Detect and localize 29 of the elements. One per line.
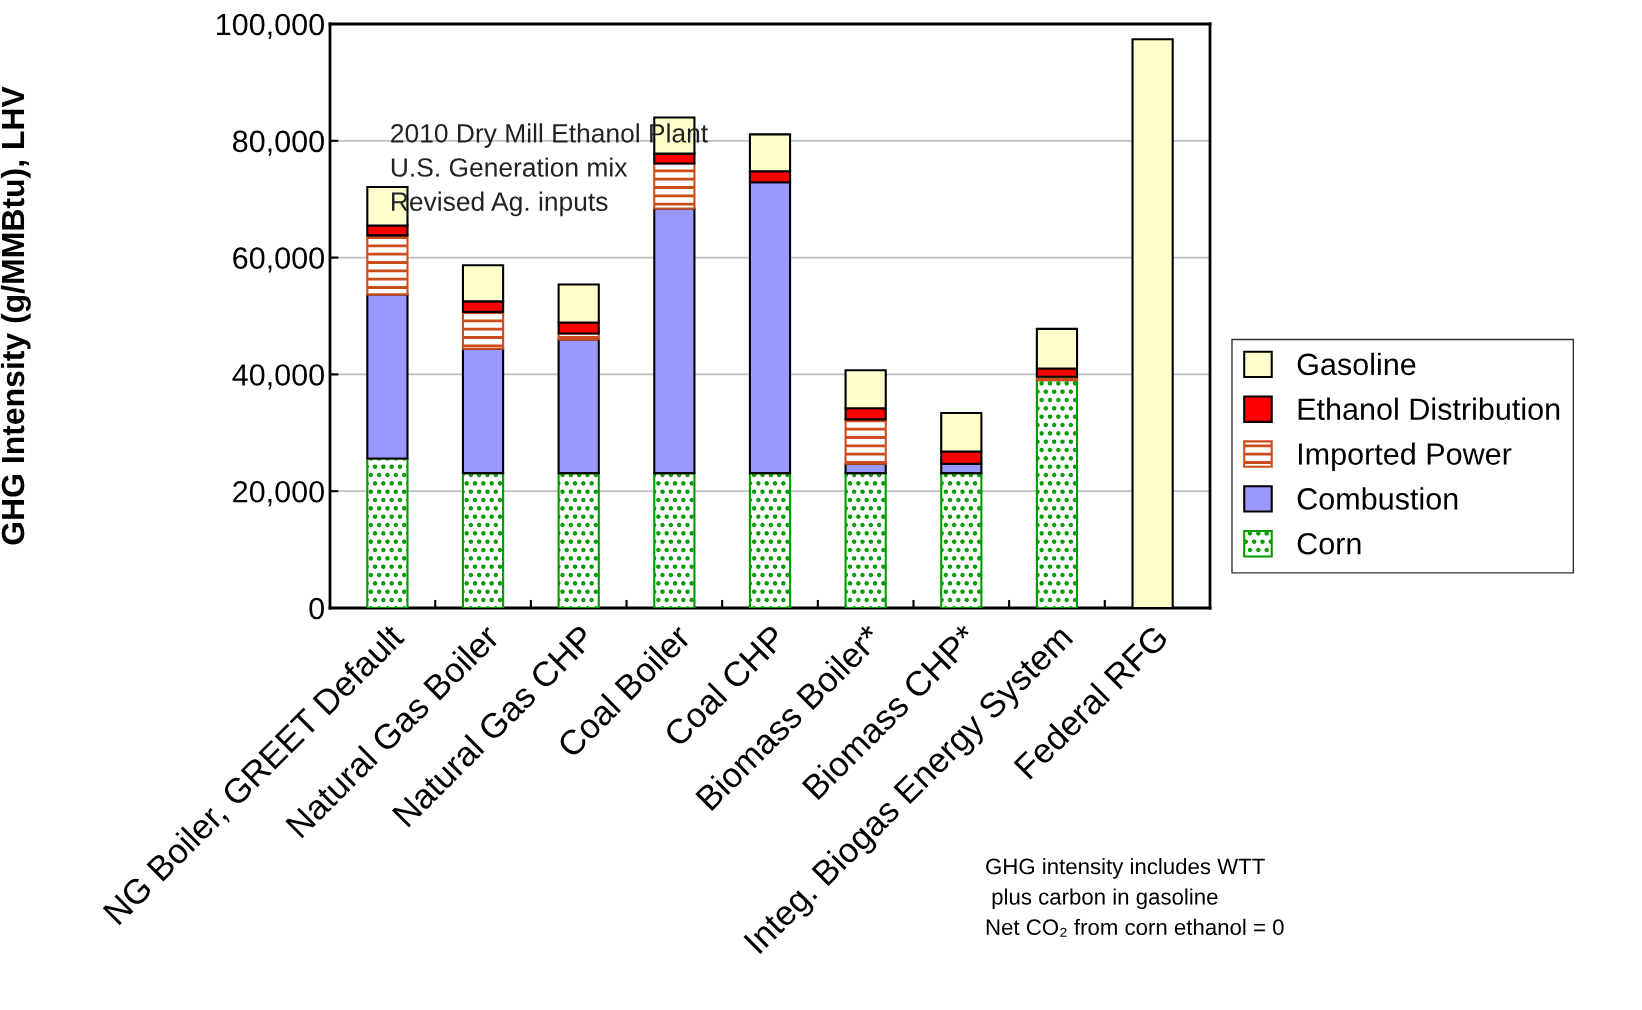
bar [557, 472, 600, 608]
bar [748, 472, 792, 608]
legend-label: Gasoline [1297, 352, 1416, 376]
legend-label: Imported Power [1298, 442, 1512, 471]
y-tick-label: 0 [309, 597, 324, 620]
bar [844, 472, 887, 608]
y-axis-title: GHG Intensity (g/MMBtu), LHV [0, 86, 31, 545]
bar [366, 234, 409, 296]
bar [557, 338, 600, 475]
y-tick-label: 20,000 [233, 480, 324, 507]
bar [844, 418, 887, 465]
y-tick-label: 60,000 [233, 247, 324, 273]
legend-label: Corn [1297, 532, 1361, 555]
bar [653, 162, 696, 210]
y-tick-label: 100,000 [217, 13, 324, 39]
bar [461, 347, 505, 475]
y-tick-label: 40,000 [232, 364, 324, 390]
text: GHG intensity includes WTT plus carbon in gasoline Net CO₂ from corn ethanol = 0 [986, 858, 1284, 937]
bar [653, 207, 696, 475]
legend-label: Combustion [1297, 487, 1458, 510]
bar [366, 293, 409, 460]
y-tick-label: 80,000 [233, 130, 324, 156]
legend-label: Ethanol Distribution [1298, 397, 1560, 421]
bar [461, 310, 505, 350]
bar [461, 472, 505, 608]
bar [366, 457, 409, 608]
bar [940, 472, 983, 608]
bar [653, 472, 696, 608]
bar [1035, 379, 1079, 608]
